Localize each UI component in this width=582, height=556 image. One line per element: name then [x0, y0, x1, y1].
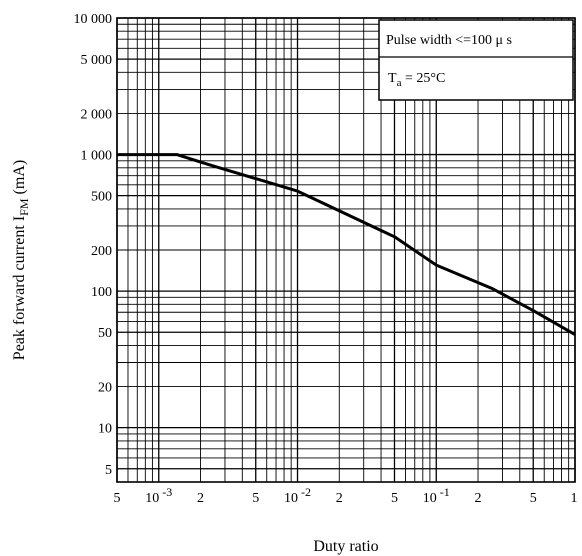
- y-tick-label: 10 000: [74, 12, 113, 27]
- legend-box: [378, 19, 574, 101]
- grid: [116, 17, 576, 483]
- y-tick-label: 500: [91, 190, 112, 205]
- y-tick-label: 5 000: [81, 53, 113, 68]
- x-axis-title: Duty ratio: [313, 538, 378, 555]
- x-tick-label: 2: [336, 491, 343, 506]
- x-tick-label: 2: [197, 491, 204, 506]
- x-tick-label: 10 -1: [423, 485, 450, 506]
- x-tick-label: 2: [475, 491, 482, 506]
- x-tick-label: 10 -3: [145, 485, 172, 506]
- y-tick-label: 100: [91, 285, 112, 300]
- axes: [116, 17, 576, 483]
- ambient-temp-annotation: Ta = 25°C: [388, 71, 445, 89]
- y-axis-title: Peak forward current IFM(mA): [11, 160, 31, 360]
- data-series-line: [117, 153, 576, 336]
- y-tick-label: 2 000: [81, 107, 113, 122]
- x-tick-label: 5: [114, 491, 121, 506]
- y-tick-label: 200: [91, 244, 112, 259]
- plot-frame: [116, 17, 576, 483]
- y-tick-label: 5: [105, 463, 112, 478]
- x-tick-label: 5: [252, 491, 259, 506]
- x-tick-label: 5: [391, 491, 398, 506]
- x-tick-label: 1: [571, 491, 578, 506]
- y-tick-label: 20: [98, 381, 112, 396]
- pulse-width-annotation: Pulse width <=100 μ s: [386, 33, 512, 48]
- legend: Pulse width <=100 μ s Ta = 25°C: [378, 19, 574, 101]
- y-tick-label: 50: [98, 326, 112, 341]
- x-tick-label: 10 -2: [284, 485, 311, 506]
- series-layer: [117, 153, 576, 336]
- x-tick-label: 5: [530, 491, 537, 506]
- y-tick-label: 1 000: [81, 149, 113, 164]
- y-tick-label: 10: [98, 422, 112, 437]
